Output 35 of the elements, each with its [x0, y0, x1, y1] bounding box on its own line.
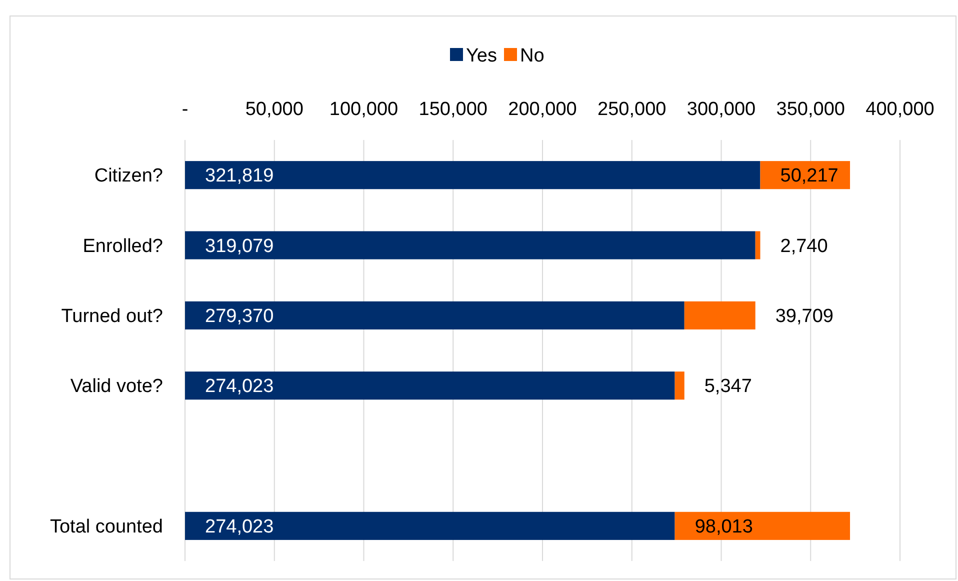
- x-tick-label: -: [182, 99, 188, 120]
- bar: [185, 231, 756, 260]
- bar: [185, 301, 684, 330]
- y-tick-label: Enrolled?: [82, 236, 163, 257]
- x-tick-label: 350,000: [776, 99, 845, 120]
- x-tick-label: 250,000: [598, 99, 666, 120]
- bar: [684, 301, 756, 330]
- data-label: 50,217: [780, 166, 838, 187]
- x-tick-label: 400,000: [866, 99, 934, 120]
- x-tick-label: 150,000: [418, 99, 488, 120]
- data-label: 279,370: [205, 306, 274, 328]
- data-label: 39,709: [775, 306, 834, 328]
- data-label: 274,023: [205, 516, 274, 538]
- bar: [185, 512, 675, 540]
- x-tick-label: 50,000: [245, 99, 304, 120]
- data-label: 5,347: [704, 376, 752, 398]
- y-tick-label: Citizen?: [94, 166, 163, 187]
- legend-label: No: [520, 46, 544, 67]
- bar: [674, 512, 850, 540]
- bar: [185, 161, 760, 190]
- data-label: 274,023: [205, 376, 274, 398]
- data-label: 321,819: [205, 166, 274, 187]
- data-label: 2,740: [780, 236, 828, 257]
- y-tick-label: Total counted: [50, 516, 163, 538]
- y-tick-label: Turned out?: [61, 306, 163, 328]
- x-tick-label: 100,000: [329, 99, 398, 120]
- bar: [674, 372, 684, 400]
- x-tick-label: 200,000: [508, 99, 577, 120]
- bar: [185, 372, 675, 400]
- y-tick-label: Valid vote?: [70, 376, 163, 398]
- data-label: 319,079: [205, 236, 274, 257]
- x-tick-label: 300,000: [686, 99, 756, 120]
- bar: [755, 231, 760, 260]
- legend-label: Yes: [466, 46, 497, 67]
- data-label: 98,013: [694, 516, 753, 538]
